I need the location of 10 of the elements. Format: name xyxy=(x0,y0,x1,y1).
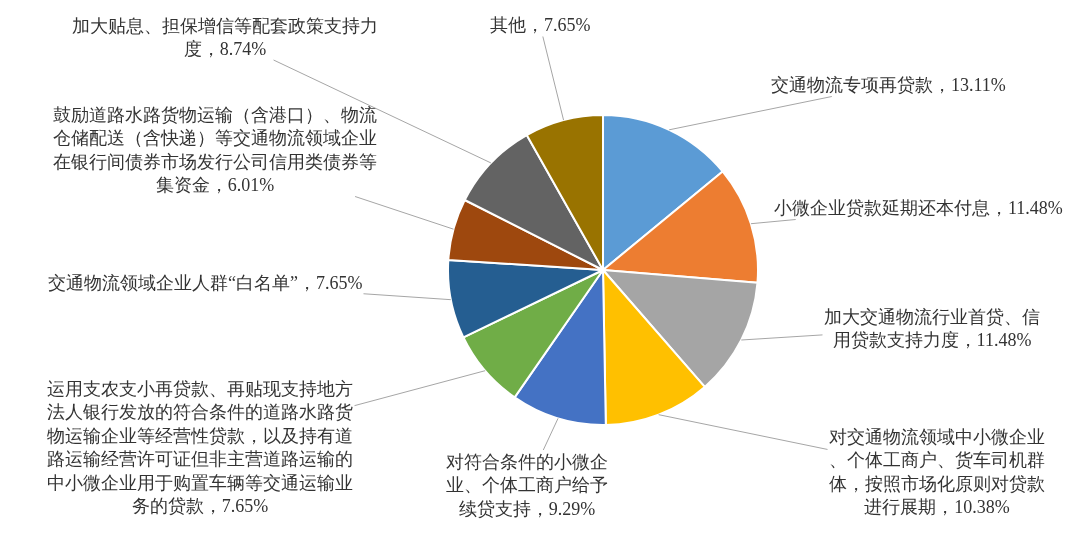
slice-label: 对交通物流领域中小微企业、个体工商户、货车司机群体，按照市场化原则对贷款进行展期，10.38% xyxy=(829,427,1045,518)
slice-label: 鼓励道路水路货物运输（含港口）、物流仓储配送（含快递）等交通物流领域企业在银行间债券市场发行公司信用类债券等集资金，6.01% xyxy=(53,105,377,196)
slice-label: 加大交通物流行业首贷、信用贷款支持力度，11.48% xyxy=(824,307,1040,351)
slice-label: 运用支农支小再贷款、再贴现支持地方法人银行发放的符合条件的道路水路货物运输企业等经营性贷款，以及持有道路运输经营许可证但非主营道路运输的中小微企业用于购置车辆等交通运输业务的贷款，7.65% xyxy=(47,379,353,516)
slice-label: 交通物流领域企业人群“白名单”，7.65% xyxy=(48,273,363,293)
slice-label: 交通物流专项再贷款，13.11% xyxy=(771,75,1006,95)
slice-label: 对符合条件的小微企业、个体工商户给予续贷支持，9.29% xyxy=(446,452,608,519)
slice-label: 小微企业贷款延期还本付息，11.48% xyxy=(774,198,1063,218)
slice-label: 加大贴息、担保增信等配套政策支持力度，8.74% xyxy=(72,16,378,60)
slice-label: 其他，7.65% xyxy=(490,15,591,35)
